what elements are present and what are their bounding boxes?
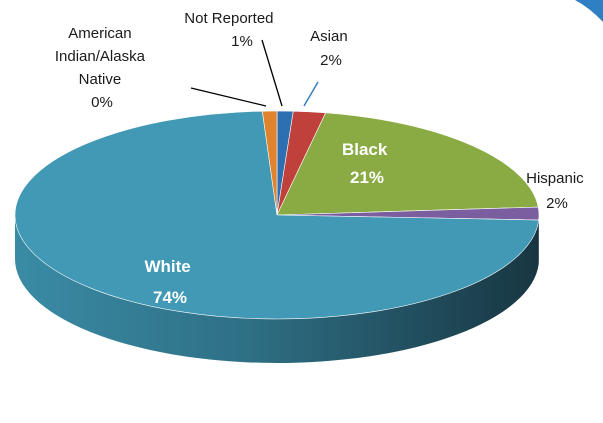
- label-not-reported-name: Not Reported: [184, 10, 273, 27]
- label-hispanic-name: Hispanic: [526, 170, 584, 187]
- leader-line-asian: [303, 81, 319, 107]
- corner-decoration: [575, 0, 603, 22]
- pie-slice-american-indian: [261, 110, 278, 216]
- label-not-reported: Not Reported 1%: [184, 10, 277, 50]
- label-american-indian-line3: Native: [79, 71, 122, 88]
- label-american-indian-pct: 0%: [91, 94, 113, 111]
- pie-slice-black: [276, 112, 539, 216]
- label-hispanic: Hispanic 2%: [526, 170, 588, 212]
- leader-line-not-reported: [261, 39, 283, 107]
- pie-side-white: [15, 215, 539, 363]
- label-asian-name: Asian: [310, 28, 348, 45]
- label-american-indian: American Indian/Alaska Native 0%: [55, 25, 149, 111]
- label-not-reported-pct: 1%: [231, 33, 253, 50]
- label-white: White 74%: [144, 257, 195, 307]
- pie-slice-white: [14, 110, 540, 320]
- label-asian-pct: 2%: [320, 52, 342, 69]
- label-black: Black 21%: [342, 140, 392, 187]
- label-black-name: Black: [342, 140, 388, 159]
- label-asian: Asian 2%: [310, 28, 352, 69]
- leader-line-american-indian: [190, 87, 267, 107]
- label-american-indian-line1: American: [68, 25, 131, 42]
- label-black-pct: 21%: [350, 168, 384, 187]
- label-american-indian-line2: Indian/Alaska: [55, 48, 146, 65]
- label-white-pct: 74%: [153, 288, 187, 307]
- label-white-name: White: [144, 257, 190, 276]
- label-hispanic-pct: 2%: [546, 195, 568, 212]
